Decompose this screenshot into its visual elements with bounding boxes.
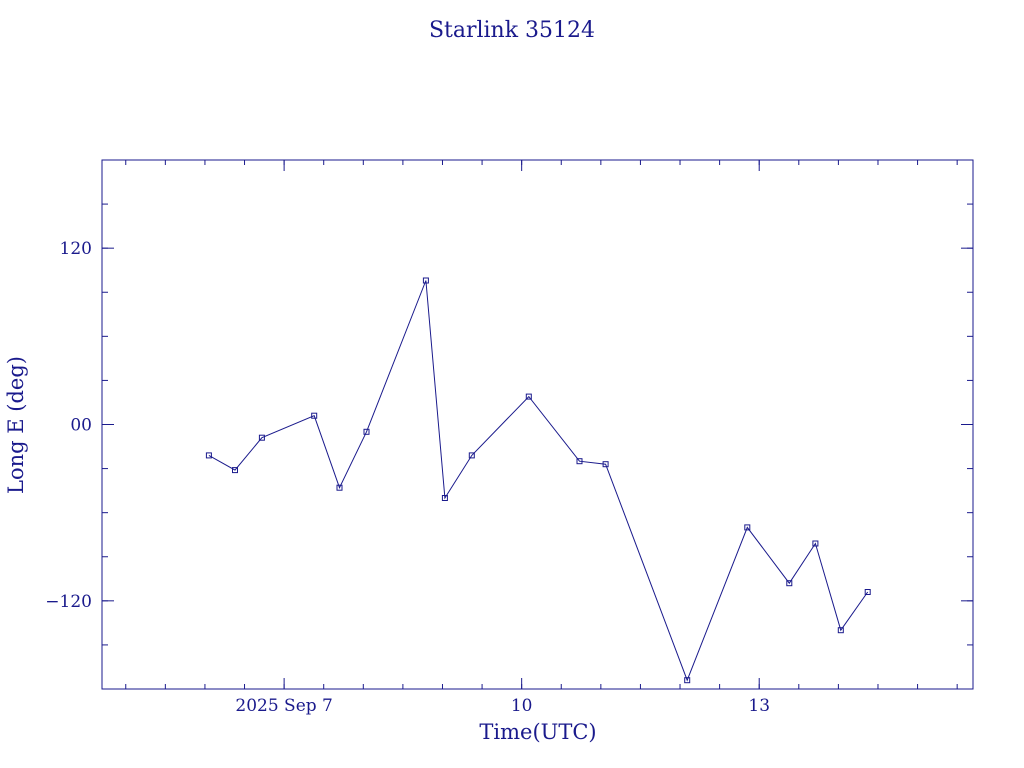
y-tick-label: 120 [60,239,92,259]
y-tick-label: −120 [45,592,92,612]
data-point [837,627,844,634]
data-point [363,428,370,435]
data-point [525,393,532,400]
series-line [208,280,869,682]
y-tick-label: 00 [70,416,92,436]
major-ticks [102,160,973,689]
minor-ticks [102,160,973,689]
data-point [258,434,265,441]
chart-title: Starlink 35124 [429,18,595,43]
data-point [684,677,691,684]
data-point [602,461,609,468]
x-tick-label: 2025 Sep 7 [235,696,332,716]
x-tick-label: 10 [511,696,533,716]
data-point [205,452,212,459]
data-point [812,540,819,547]
x-axis-label: Time(UTC) [479,720,596,744]
tick-labels: 2025 Sep 7 10 13 120 00 −120 [45,239,770,716]
data-point [311,412,318,419]
data-point [422,277,429,284]
data-point [744,524,751,531]
y-axis-label: Long E (deg) [4,356,28,494]
data-point [786,580,793,587]
data-points [205,277,871,684]
data-point [576,458,583,465]
x-tick-label: 13 [748,696,770,716]
data-point [864,589,871,595]
data-point [441,495,448,501]
data-point [468,452,475,459]
plot-frame [101,159,974,690]
data-point [232,467,238,474]
data-point [336,484,343,491]
